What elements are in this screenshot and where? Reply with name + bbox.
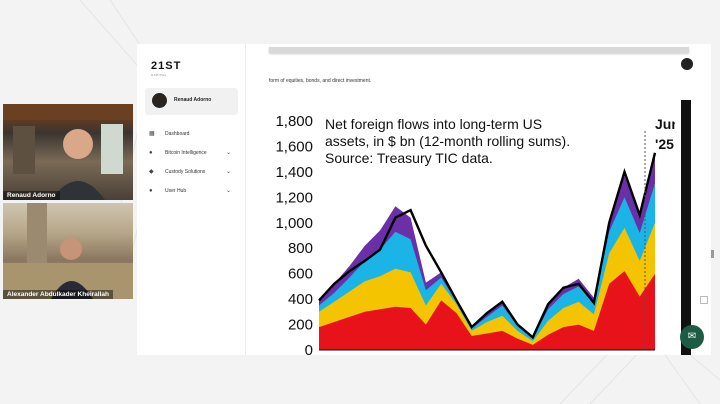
expand-icon[interactable] — [700, 296, 708, 304]
chevron-down-icon: ⌄ — [225, 188, 231, 194]
sidebar: 21ST CAPITAL Renaud Adorno ▦ Dashboard ●… — [137, 44, 246, 355]
participant-portrait — [3, 203, 133, 299]
sidebar-item-custody-solutions[interactable]: ◆ Custody Solutions ⌄ — [143, 165, 239, 179]
y-tick-label: 400 — [288, 291, 313, 308]
y-tick-label: 0 — [305, 342, 313, 355]
y-tick-label: 1,800 — [275, 113, 313, 130]
avatar — [152, 93, 167, 108]
chevron-down-icon: ⌄ — [225, 150, 231, 156]
flows-chart-svg: 0 200 400 600 800 1,000 1,200 1,400 1,600 1,800 Ne… — [275, 113, 679, 355]
profile-icon[interactable] — [681, 58, 693, 70]
sidebar-item-bitcoin-intelligence[interactable]: ● Bitcoin Intelligence ⌄ — [143, 146, 239, 160]
chat-button[interactable]: ✉ — [680, 325, 704, 349]
participant-name: Alexander Abdulkader Kheirallah — [3, 290, 113, 299]
chevron-down-icon: ⌄ — [225, 169, 231, 175]
user-card[interactable]: Renaud Adorno — [145, 88, 238, 115]
participant-video-alexander[interactable]: Alexander Abdulkader Kheirallah — [3, 203, 133, 299]
edge-marker — [711, 250, 714, 258]
grid-icon: ▦ — [149, 131, 155, 137]
user-icon: ● — [149, 188, 153, 194]
chat-icon: ✉ — [687, 331, 697, 342]
y-tick-label: 800 — [288, 240, 313, 257]
sidebar-item-label: Dashboard — [165, 131, 190, 137]
app-window: 21ST CAPITAL Renaud Adorno ▦ Dashboard ●… — [137, 44, 711, 355]
total-line — [318, 152, 657, 340]
y-tick-label: 600 — [288, 266, 313, 283]
area-series — [319, 271, 655, 350]
chart-title-line: Net foreign flows into long-term US — [325, 116, 542, 132]
participant-portrait — [3, 104, 133, 200]
participant-name: Renaud Adorno — [3, 191, 60, 200]
y-tick-label: 200 — [288, 317, 313, 334]
y-tick-label: 1,400 — [275, 164, 313, 181]
sidebar-item-dashboard[interactable]: ▦ Dashboard — [143, 127, 239, 141]
sidebar-item-label: Custody Solutions — [165, 169, 206, 175]
main-content: form of equities, bonds, and direct inve… — [245, 44, 711, 355]
article-caption: form of equities, bonds, and direct inve… — [269, 78, 372, 84]
logo[interactable]: 21ST — [151, 60, 182, 72]
logo-subtitle: CAPITAL — [151, 73, 167, 77]
scrollbar[interactable] — [681, 100, 691, 355]
chart-title-line: assets, in $ bn (12-month rolling sums). — [325, 133, 570, 149]
user-name: Renaud Adorno — [174, 97, 212, 103]
participant-video-renaud[interactable]: Renaud Adorno — [3, 104, 133, 200]
chart-annotation: '25 — [655, 136, 674, 152]
y-tick-label: 1,000 — [275, 215, 313, 232]
y-tick-label: 1,200 — [275, 189, 313, 206]
chart-annotation: Jun — [655, 116, 675, 132]
shield-icon: ◆ — [149, 169, 154, 175]
bitcoin-icon: ● — [149, 150, 153, 156]
sidebar-item-label: Bitcoin Intelligence — [165, 150, 207, 156]
sidebar-item-label: User Hub — [165, 188, 187, 194]
header-bar — [269, 47, 689, 53]
y-tick-label: 1,600 — [275, 138, 313, 155]
sidebar-item-user-hub[interactable]: ● User Hub ⌄ — [143, 184, 239, 198]
chart-title-line: Source: Treasury TIC data. — [325, 150, 493, 166]
chart: 0 200 400 600 800 1,000 1,200 1,400 1,600 1,800 Ne… — [255, 99, 679, 355]
